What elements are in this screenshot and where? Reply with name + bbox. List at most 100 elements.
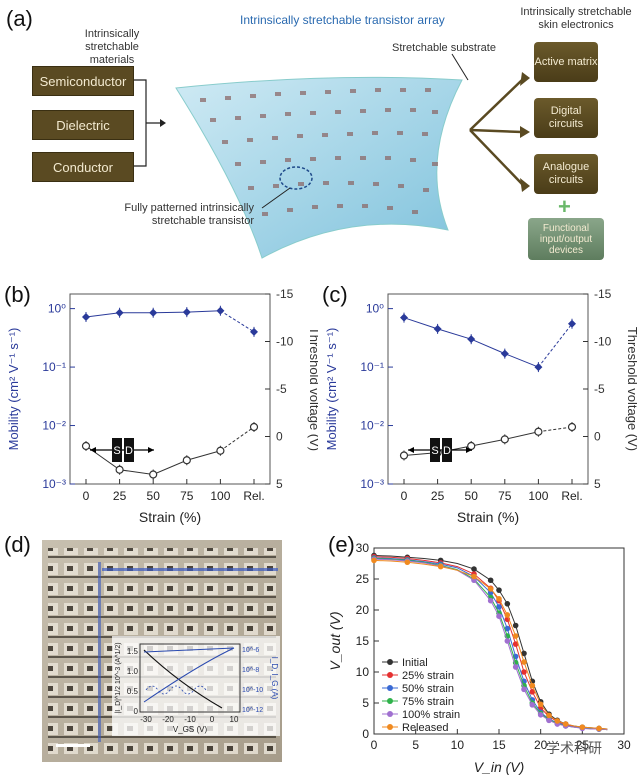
data-point [521,659,527,665]
data-point [216,446,225,455]
x-axis-label: Strain (%) [139,509,201,525]
y-tick-label: 15 [356,634,370,648]
data-point [534,363,543,372]
material-semiconductor: Semiconductor [32,66,134,96]
transistor-label: Fully patterned intrinsically stretchabl… [124,202,254,227]
x-tick-label: 50 [465,489,479,503]
series-line [373,558,608,731]
panel-e-label: (e) [328,532,355,557]
right-tick-label: -10 [594,335,612,349]
right-tick-label: -5 [276,382,287,396]
data-point [433,324,442,333]
inset-y2-label: I_D, I_G (A) [270,657,279,700]
left-tick-label: 10⁰ [366,302,384,316]
functional-devices: Functional input/output devices [528,218,604,260]
inset-frame [139,643,241,713]
series-dashed-line [220,310,255,333]
data-point [399,451,409,460]
x-tick-label: 100 [210,489,230,503]
source-electrode [430,438,440,462]
data-point [512,641,519,647]
data-point [404,559,411,566]
data-point [504,601,511,607]
left-tick-label: 10⁻¹ [42,360,66,374]
array-title: Intrinsically stretchable transistor arr… [240,13,445,27]
data-point [487,597,494,604]
y-tick-label: 0 [362,727,369,741]
legend-marker [387,685,393,691]
source-label: S [113,445,120,457]
electronics-title: Intrinsically stretchable skin electroni… [520,6,632,31]
right-tick-label: 0 [594,430,601,444]
arrow-head-left [408,447,414,453]
y-tick-label: 20 [356,603,370,617]
inset-x-label: V_GS (V) [173,725,208,734]
inset-id-curve [143,647,235,703]
arrow-head-right [148,447,154,453]
inset-y-tick: 0 [134,707,139,716]
material-conductor: Conductor [32,152,134,182]
data-point [487,577,494,584]
data-point [512,622,519,629]
inset-x-tick: -30 [140,715,152,724]
data-point [115,308,124,317]
arrow-head-right [466,447,472,453]
data-point [467,335,476,344]
legend-label: Released [402,722,448,734]
inset-y-tick: 0.5 [127,687,139,696]
highlight-circle [279,166,313,190]
inset-y-label: |I_D|^1/2 10^-3 (A^1/2) [115,642,122,713]
data-point [504,625,511,632]
drain-label: D [125,445,133,457]
x-tick-label: 30 [617,738,631,752]
data-point [496,613,502,619]
data-point [521,686,527,693]
y-axis-label: Mobility (cm² V⁻¹ s⁻¹) [324,328,339,451]
data-point [471,566,477,572]
data-point [496,604,502,610]
series-dashed-line [538,426,573,433]
data-point [529,682,536,689]
y-axis-label: V_out (V) [327,611,343,670]
x-tick-label: 50 [147,489,161,503]
y-tick-label: 30 [356,541,370,555]
data-point [521,650,527,657]
data-point [546,717,552,724]
x-tick-label: Rel. [243,489,264,503]
data-point [115,465,124,474]
data-point [149,470,158,479]
legend-marker [387,711,393,717]
data-point [500,435,509,444]
x-tick-label: 0 [83,489,90,503]
data-point [182,308,191,317]
x-tick-label: 25 [431,489,445,503]
panel-c-label: (c) [322,282,348,307]
substrate-label: Stretchable substrate [392,42,496,54]
data-point [250,327,258,336]
x-tick-label: 75 [180,489,194,503]
data-point [554,718,561,724]
data-point [568,319,576,328]
legend-label: 100% strain [402,709,460,721]
panel-e-chart: 0 5 10 15 20 25 30 0 5 10 15 20 25 30 V_in (V) V_out (V… [327,541,631,775]
inset-y2-tick: 10^-10 [242,687,263,694]
right-tick-label: -15 [276,287,294,301]
left-tick-label: 10⁻¹ [360,360,384,374]
inset-y2-tick: 10^-12 [242,707,263,714]
left-tick-label: 10⁻² [360,419,384,433]
materials-title: Intrinsically stretchable materials [84,28,140,66]
plus-sign: + [558,194,571,219]
right-tick-label: 5 [594,477,601,491]
output-analogue-circuits: Analogue circuits [534,154,598,194]
inset-sqrt-curve [143,649,223,709]
left-tick-label: 10⁰ [48,302,66,316]
data-point [504,638,511,644]
material-dielectric: Dielectric [32,110,134,140]
data-point [504,612,511,618]
panel-a-drawing [134,53,530,259]
inset-y-tick: 1.0 [127,667,139,676]
legend-label: 75% strain [402,696,454,708]
data-point [500,349,509,358]
